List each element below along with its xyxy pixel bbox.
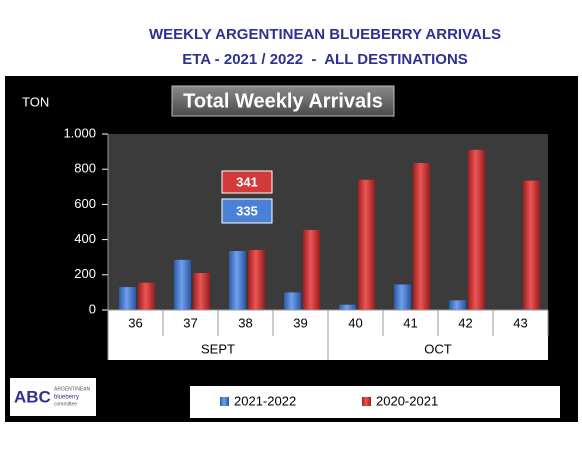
logo-box xyxy=(10,378,96,416)
bar xyxy=(138,282,155,310)
y-tick-label: 1.000 xyxy=(63,125,96,140)
y-tick-label: 0 xyxy=(89,301,96,316)
bar xyxy=(193,273,210,310)
group-label: OCT xyxy=(424,341,452,356)
bar xyxy=(248,249,265,310)
logo-text: committee xyxy=(54,401,77,407)
logo-mark: ABC xyxy=(14,387,51,406)
panel-title: Total Weekly Arrivals xyxy=(183,90,383,112)
x-tick-label: 38 xyxy=(238,315,252,330)
y-axis-label: TON xyxy=(22,94,49,109)
x-tick-label: 37 xyxy=(183,315,197,330)
subtitle: ETA - 2021 / 2022 - ALL DESTINATIONS xyxy=(182,51,468,68)
legend-label: 2021-2022 xyxy=(234,393,296,408)
y-tick-label: 200 xyxy=(74,266,96,281)
bar xyxy=(284,292,301,310)
bar xyxy=(339,304,356,310)
x-tick-label: 36 xyxy=(128,315,142,330)
value-label-box xyxy=(221,170,273,194)
x-tick-label: 42 xyxy=(458,315,472,330)
x-tick-label: 40 xyxy=(348,315,362,330)
bar xyxy=(229,251,246,310)
bar xyxy=(358,179,375,310)
x-tick-label: 39 xyxy=(293,315,307,330)
bar xyxy=(413,163,430,310)
x-tick-label: 43 xyxy=(513,315,527,330)
y-tick-label: 600 xyxy=(74,196,96,211)
x-tick-label: 41 xyxy=(403,315,417,330)
bar xyxy=(449,300,466,310)
legend-swatch xyxy=(362,397,371,406)
value-label: 341 xyxy=(236,174,258,189)
legend-swatch xyxy=(220,397,229,406)
bar xyxy=(174,259,191,310)
y-tick-label: 800 xyxy=(74,161,96,176)
panel-title-box xyxy=(171,85,395,117)
bar xyxy=(523,180,540,310)
bar xyxy=(394,284,411,310)
legend xyxy=(190,386,560,418)
title: WEEKLY ARGENTINEAN BLUEBERRY ARRIVALS xyxy=(149,26,501,43)
bar xyxy=(119,287,136,310)
logo-text: blueberry xyxy=(54,395,79,401)
value-label-box xyxy=(221,198,273,224)
group-label: SEPT xyxy=(201,341,235,356)
legend-label: 2020-2021 xyxy=(376,393,438,408)
value-label: 335 xyxy=(236,203,258,218)
logo-text: ARGENTINEAN xyxy=(54,386,91,392)
bar xyxy=(468,149,485,310)
y-tick-label: 400 xyxy=(74,231,96,246)
bar xyxy=(303,229,320,310)
